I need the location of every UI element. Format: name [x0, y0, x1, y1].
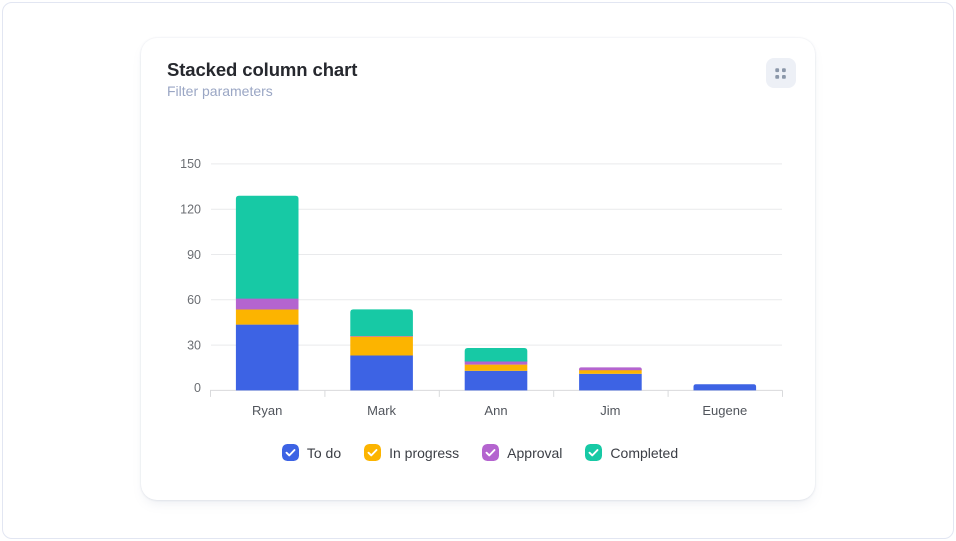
svg-text:Mark: Mark — [367, 403, 396, 418]
svg-text:Ann: Ann — [484, 403, 507, 418]
svg-text:Ryan: Ryan — [252, 403, 282, 418]
svg-text:0: 0 — [194, 381, 201, 395]
svg-text:120: 120 — [180, 203, 201, 217]
svg-text:30: 30 — [187, 338, 201, 352]
svg-text:150: 150 — [180, 157, 201, 171]
svg-text:Eugene: Eugene — [702, 403, 747, 418]
svg-text:60: 60 — [187, 293, 201, 307]
svg-text:90: 90 — [187, 248, 201, 262]
svg-text:Jim: Jim — [600, 403, 620, 418]
